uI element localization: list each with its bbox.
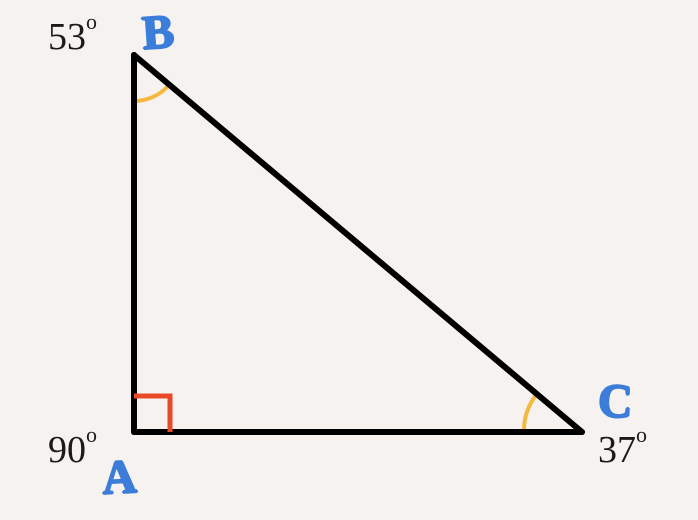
degree-symbol: o — [636, 422, 647, 447]
edge-bc — [134, 55, 582, 432]
degree-symbol: o — [86, 9, 97, 34]
degree-symbol: o — [86, 422, 97, 447]
angle-arc-c — [524, 394, 537, 432]
right-angle-marker — [134, 396, 170, 432]
angle-label-b: 53o — [48, 15, 97, 59]
angle-label-a: 90o — [48, 428, 97, 472]
angle-arc-b — [134, 85, 169, 101]
angle-value-a: 90 — [48, 429, 86, 471]
angle-value-c: 37 — [598, 429, 636, 471]
triangle-diagram — [0, 0, 698, 520]
angle-value-b: 53 — [48, 16, 86, 58]
vertex-label-c: C — [597, 373, 635, 429]
vertex-label-a: A — [101, 449, 140, 506]
vertex-label-b: B — [140, 4, 177, 61]
angle-label-c: 37o — [598, 428, 647, 472]
